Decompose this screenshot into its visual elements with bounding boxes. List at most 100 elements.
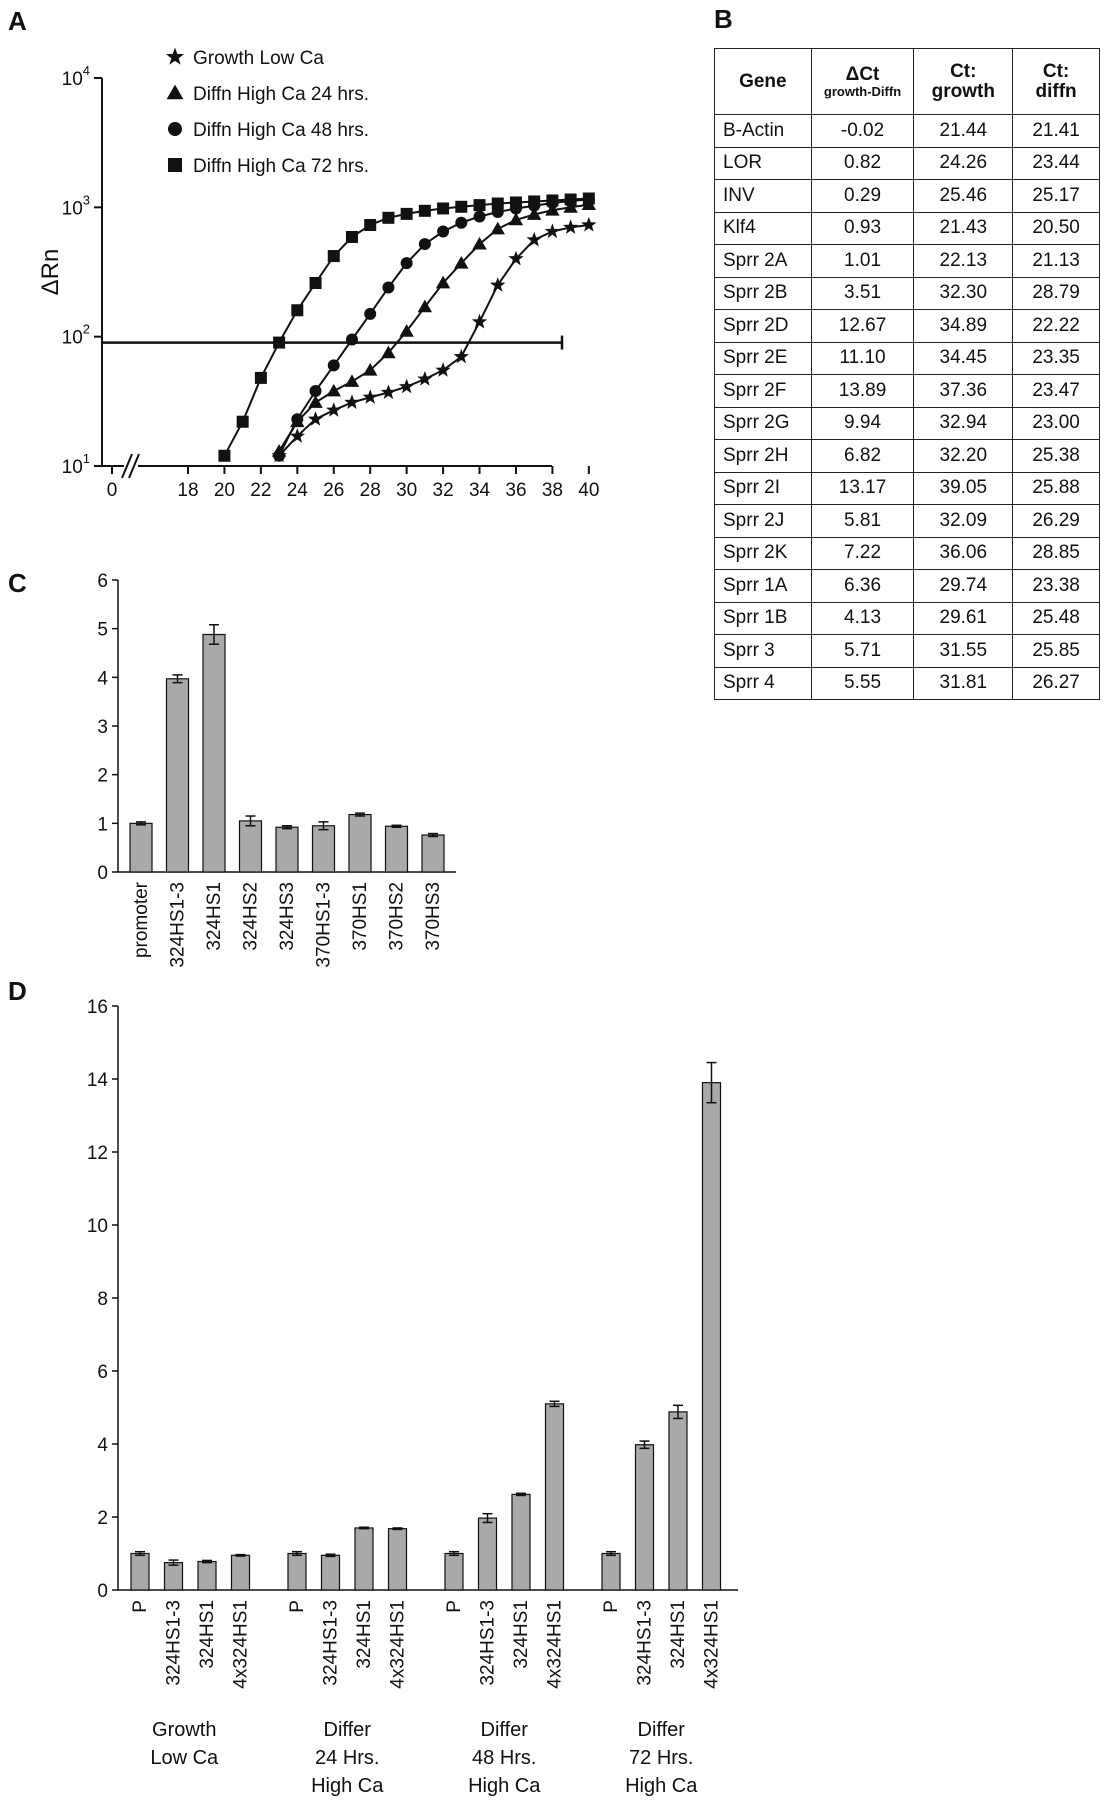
y-tick-label-d: 10 [87,1216,108,1237]
square-marker [168,158,182,172]
table-body: B-Actin -0.02 21.44 21.41 LOR 0.82 24.26 23.44 I… [714,114,1100,700]
gene-ct-table: Gene ΔCt growth-Diffn Ct: growth Ct: diffn … [714,48,1100,700]
gene-cell: Sprr 3 [714,634,812,668]
y-tick-label-c: 1 [97,814,108,835]
triangle-marker [381,345,396,359]
series-line-circle [278,198,589,457]
table-row: Sprr 1A 6.36 29.74 23.38 [714,569,1100,603]
value-cell: -0.02 [810,114,915,148]
panel-b-letter-wrap: B [714,4,733,34]
y-tick-label-d: 16 [87,997,108,1018]
table-row: Sprr 2E 11.10 34.45 23.35 [714,341,1100,375]
gene-cell: Sprr 2E [714,341,812,375]
x-tick-label-a: 22 [250,480,271,501]
star-marker [581,216,597,232]
group-label: High Ca [468,1775,541,1797]
value-cell: 9.94 [810,406,915,440]
gene-cell: Sprr 4 [714,666,812,700]
square-marker [455,200,468,213]
category-label: 370HS1-3 [314,882,335,968]
bar [701,1082,722,1591]
value-cell: 25.85 [1012,634,1100,668]
category-label: P [444,1600,465,1613]
star-marker [166,47,184,65]
triangle-marker [417,299,433,313]
triangle-marker [166,84,184,100]
bar [477,1517,498,1591]
y-tick-label-c: 4 [97,668,108,689]
x-tick-label-a: 24 [287,480,309,501]
circle-marker [382,281,395,294]
circle-marker [273,449,286,462]
x-tick-label-a: 32 [433,480,454,501]
y-tick-label-d: 6 [97,1362,108,1383]
table-header-row: Gene ΔCt growth-Diffn Ct: growth Ct: diffn [714,48,1100,115]
col-ct-growth-label: Ct: [950,60,977,82]
value-cell: 34.45 [913,341,1014,375]
circle-marker [309,385,322,398]
gene-cell: Sprr 2G [714,406,812,440]
col-ct-diffn-label: Ct: [1042,60,1070,82]
gene-cell: B-Actin [714,114,812,148]
category-label: 324HS1-3 [635,1600,656,1686]
bar [287,1552,307,1591]
star-marker [453,348,469,364]
value-cell: 37.36 [913,374,1014,408]
gene-cell: Sprr 2D [714,309,812,343]
value-cell: 28.79 [1012,276,1100,310]
square-marker [345,230,358,243]
legend-label-circle: Diffn High Ca 48 hrs. [193,120,369,141]
value-cell: 22.22 [1012,309,1100,343]
axis-break-mark-a [128,453,140,479]
square-marker [546,194,559,207]
value-cell: 36.06 [913,536,1014,570]
col-delta-ct: ΔCt growth-Diffn [810,48,915,115]
category-label: 324HS2 [241,882,262,951]
triangle-marker [526,207,542,220]
bar [544,1403,565,1591]
bar [130,1552,150,1591]
bar [163,1562,184,1591]
group-label: High Ca [311,1775,384,1797]
triangle-marker [344,374,360,387]
value-cell: 23.47 [1012,374,1100,408]
gene-cell: Sprr 2K [714,536,812,570]
gene-cell: Sprr 2I [714,471,812,505]
group-label: 24 Hrs. [315,1747,379,1769]
star-marker [471,313,488,329]
y-tick-label-c: 0 [97,863,108,884]
gene-cell: Sprr 1A [714,569,812,603]
star-marker [326,402,342,417]
value-cell: 23.44 [1012,146,1100,180]
square-marker [473,199,486,212]
legend-label-star: Growth Low Ca [193,48,324,69]
col-gene: Gene [714,48,812,115]
group-label: High Ca [625,1775,698,1797]
gene-cell: Sprr 1B [714,601,812,635]
square-marker [254,371,267,384]
bar [511,1493,531,1591]
value-cell: 1.01 [810,244,915,278]
category-label: P [130,1600,151,1613]
category-label: 4x324HS1 [702,1600,723,1689]
value-cell: 23.38 [1012,569,1100,603]
category-label: 324HS1 [668,1600,689,1669]
star-marker [380,384,397,400]
category-label: 370HS1 [350,882,371,951]
value-cell: 23.35 [1012,341,1100,375]
circle-marker [418,238,431,251]
triangle-marker [545,203,560,216]
value-cell: 29.74 [913,569,1014,603]
col-delta-ct-label: ΔCt [845,63,880,85]
value-cell: 3.51 [810,276,915,310]
value-cell: 21.44 [913,114,1014,148]
value-cell: 4.13 [810,601,915,635]
value-cell: 0.29 [810,179,915,213]
panel-c-letter: C [8,568,27,598]
circle-marker [168,122,182,136]
bar [320,1554,341,1591]
value-cell: 22.13 [913,244,1014,278]
y-tick-label-d: 12 [87,1143,108,1164]
y-tick-label-a: 101 [62,451,90,478]
value-cell: 29.61 [913,601,1014,635]
